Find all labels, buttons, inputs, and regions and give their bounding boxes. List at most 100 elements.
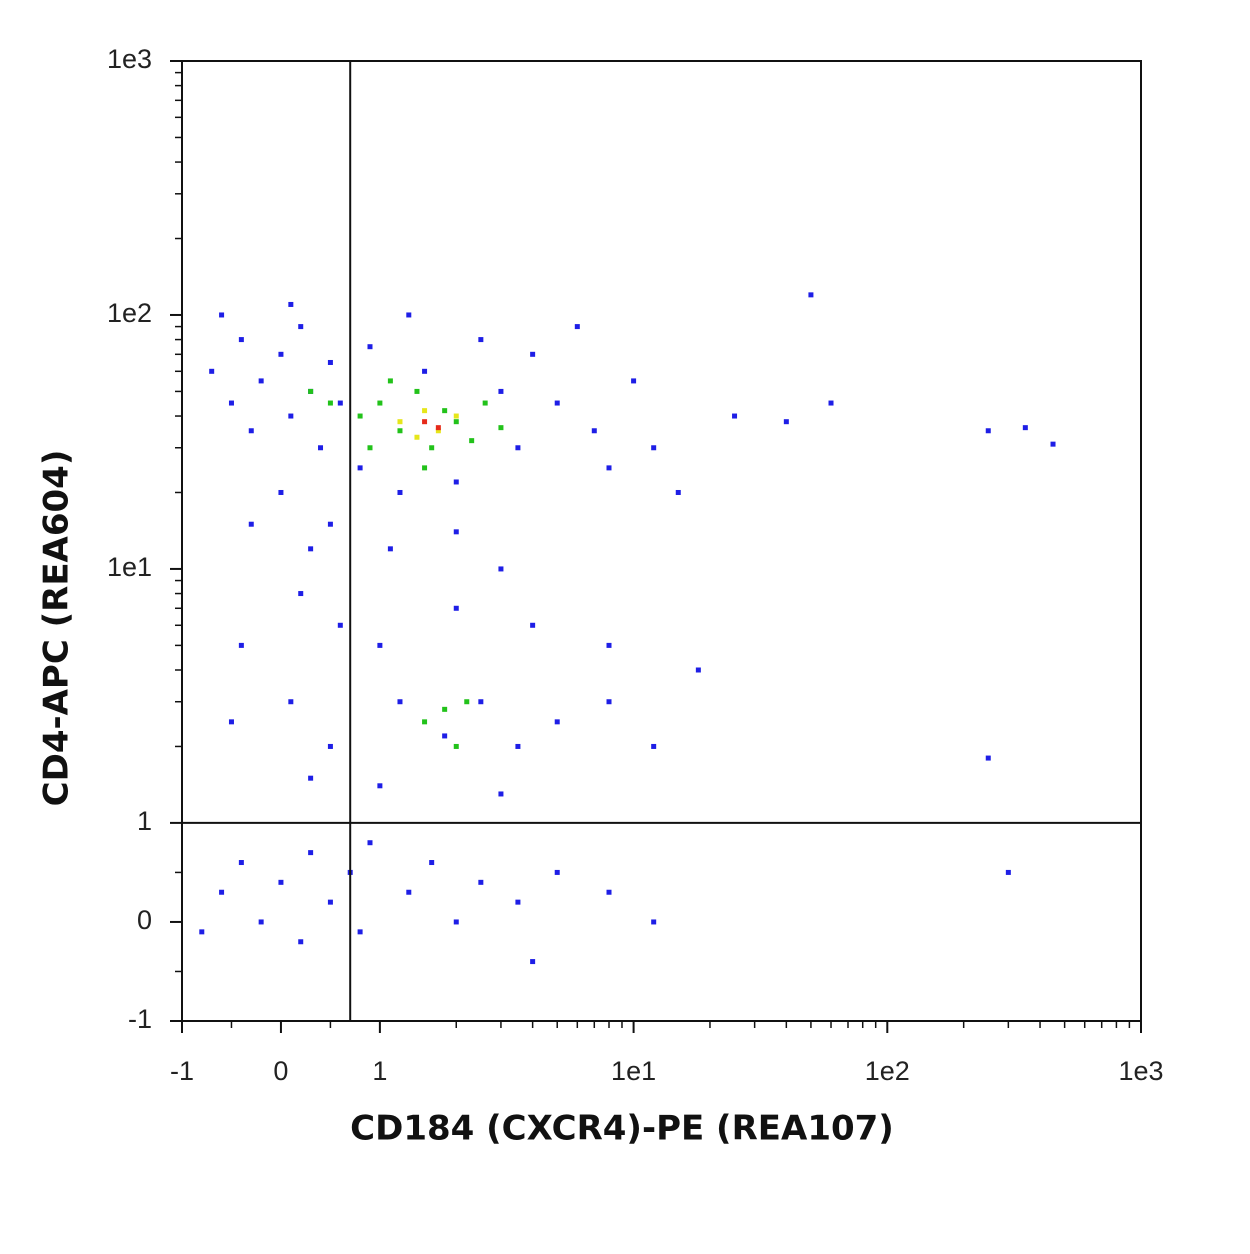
event-dot bbox=[422, 408, 428, 414]
event-dot bbox=[651, 743, 657, 749]
event-dot bbox=[606, 465, 612, 471]
event-dot bbox=[554, 400, 560, 406]
event-dot bbox=[238, 337, 244, 343]
event-dot bbox=[422, 719, 428, 725]
event-dot bbox=[406, 889, 412, 895]
event-dot bbox=[357, 929, 363, 935]
event-dot bbox=[515, 445, 521, 451]
event-dot bbox=[406, 312, 412, 318]
event-dot bbox=[337, 400, 343, 406]
event-dot bbox=[453, 419, 459, 425]
event-dot bbox=[248, 428, 254, 434]
event-dot bbox=[695, 667, 701, 673]
event-dot bbox=[422, 419, 428, 425]
event-dot bbox=[367, 840, 373, 846]
event-dot bbox=[675, 489, 681, 495]
event-dot bbox=[651, 919, 657, 925]
y-tick-label: 1e3 bbox=[107, 44, 152, 74]
y-axis-label: CD4-APC (REA604) bbox=[37, 450, 77, 807]
event-dot bbox=[318, 445, 324, 451]
y-tick-label: 1e2 bbox=[107, 298, 152, 328]
event-dot bbox=[478, 879, 484, 885]
event-dot bbox=[278, 351, 284, 357]
event-dot bbox=[985, 755, 991, 761]
event-dot bbox=[367, 445, 373, 451]
event-dot bbox=[574, 324, 580, 330]
event-dot bbox=[808, 292, 814, 298]
event-dot bbox=[464, 699, 470, 705]
event-dot bbox=[209, 368, 215, 374]
event-dot bbox=[248, 521, 254, 527]
event-dot bbox=[357, 465, 363, 471]
event-dot bbox=[498, 791, 504, 797]
event-dot bbox=[308, 775, 314, 781]
event-dot bbox=[453, 605, 459, 611]
event-dot bbox=[515, 899, 521, 905]
event-dot bbox=[397, 419, 403, 425]
event-dot bbox=[435, 425, 441, 431]
event-dot bbox=[498, 425, 504, 431]
event-dot bbox=[327, 743, 333, 749]
event-dot bbox=[327, 899, 333, 905]
y-tick-label: -1 bbox=[128, 1004, 152, 1034]
event-dot bbox=[288, 413, 294, 419]
event-dot bbox=[1050, 441, 1056, 447]
event-dot bbox=[828, 400, 834, 406]
event-dot bbox=[651, 445, 657, 451]
x-tick-label: 1 bbox=[372, 1056, 387, 1086]
event-dot bbox=[631, 378, 637, 384]
event-dot bbox=[478, 337, 484, 343]
event-dot bbox=[278, 879, 284, 885]
event-dot bbox=[453, 919, 459, 925]
event-dot bbox=[606, 699, 612, 705]
event-dot bbox=[238, 642, 244, 648]
event-dot bbox=[606, 642, 612, 648]
event-dot bbox=[985, 428, 991, 434]
x-tick-label: 1e3 bbox=[1118, 1056, 1163, 1086]
event-dot bbox=[442, 408, 448, 414]
y-tick-label: 1 bbox=[137, 806, 152, 836]
event-dot bbox=[414, 434, 420, 440]
event-dot bbox=[228, 400, 234, 406]
x-tick-label: 1e1 bbox=[611, 1056, 656, 1086]
event-dot bbox=[453, 529, 459, 535]
event-dot bbox=[554, 719, 560, 725]
event-dot bbox=[732, 413, 738, 419]
event-dot bbox=[219, 889, 225, 895]
event-dot bbox=[429, 445, 435, 451]
event-dot bbox=[308, 850, 314, 856]
event-dot bbox=[530, 622, 536, 628]
event-dot bbox=[414, 388, 420, 394]
event-dot bbox=[327, 359, 333, 365]
event-dot bbox=[387, 378, 393, 384]
event-dot bbox=[530, 959, 536, 965]
event-dot bbox=[367, 344, 373, 350]
event-dot bbox=[327, 400, 333, 406]
event-dot bbox=[327, 521, 333, 527]
event-dot bbox=[498, 388, 504, 394]
event-dot bbox=[308, 546, 314, 552]
event-dot bbox=[397, 428, 403, 434]
event-dot bbox=[219, 312, 225, 318]
event-dot bbox=[298, 591, 304, 597]
event-dot bbox=[377, 783, 383, 789]
event-dot bbox=[288, 699, 294, 705]
plot-frame bbox=[181, 60, 1142, 1022]
event-dot bbox=[1005, 869, 1011, 875]
x-axis-label: CD184 (CXCR4)-PE (REA107) bbox=[350, 1109, 894, 1149]
event-dot bbox=[258, 378, 264, 384]
event-dot bbox=[288, 301, 294, 307]
event-dot bbox=[258, 919, 264, 925]
event-dot bbox=[606, 889, 612, 895]
event-dot bbox=[298, 939, 304, 945]
event-dot bbox=[337, 622, 343, 628]
event-dot bbox=[422, 368, 428, 374]
event-dot bbox=[397, 699, 403, 705]
x-tick-label: -1 bbox=[170, 1056, 194, 1086]
y-tick-label: 1e1 bbox=[107, 552, 152, 582]
event-dot bbox=[429, 860, 435, 866]
event-dot bbox=[591, 428, 597, 434]
event-dot bbox=[377, 400, 383, 406]
